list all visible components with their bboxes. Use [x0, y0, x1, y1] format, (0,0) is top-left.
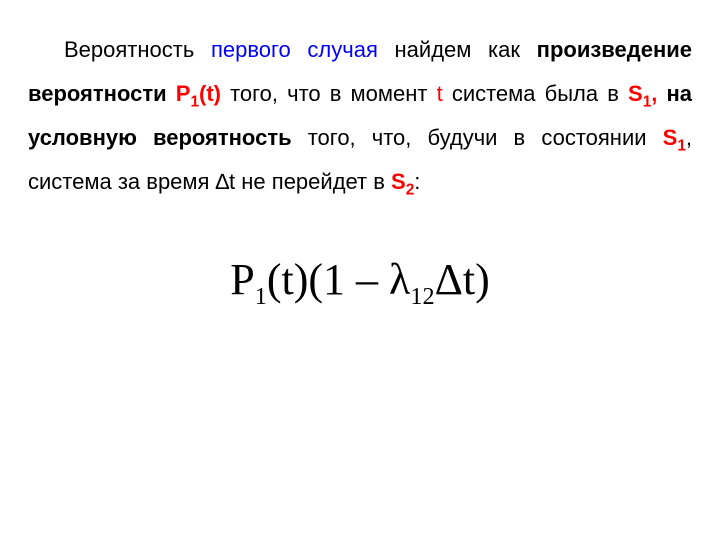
- text-seg: того, что, будучи в состоянии: [292, 125, 663, 150]
- subscript-1: 1: [190, 93, 199, 110]
- formula-paren-close: ): [294, 255, 309, 304]
- symbol-delta: ∆: [216, 169, 229, 194]
- text-seg: найдем как: [378, 37, 537, 62]
- symbol-S: S: [628, 81, 643, 106]
- symbol-delta-t: ∆t: [216, 169, 236, 194]
- text-seg: не перейдет в: [235, 169, 391, 194]
- subscript-1: 1: [677, 137, 686, 154]
- formula-container: P1(t)(1 – λ12Δt): [28, 254, 692, 305]
- formula-paren-open: (: [308, 255, 323, 304]
- text-first-case: первого случая: [211, 37, 378, 62]
- symbol-S: S: [391, 169, 406, 194]
- formula-paren-open: (: [267, 255, 282, 304]
- text-seg: того, что в момент: [221, 81, 437, 106]
- formula-t: t: [281, 255, 293, 304]
- formula-P-sub: 1: [255, 283, 267, 310]
- formula-lambda-sub: 12: [410, 283, 434, 310]
- body-paragraph: Вероятность первого случая найдем как пр…: [28, 28, 692, 204]
- symbol-S2: S2: [391, 169, 414, 194]
- formula-Delta: Δ: [435, 255, 463, 304]
- symbol-S1: S1: [628, 81, 651, 106]
- formula-paren-close: ): [475, 255, 490, 304]
- subscript-1: 1: [643, 93, 652, 110]
- symbol-S: S: [663, 125, 678, 150]
- formula: P1(t)(1 – λ12Δt): [230, 254, 490, 305]
- formula-t2: t: [463, 255, 475, 304]
- paren-close: ): [214, 81, 221, 106]
- symbol-P: P: [176, 81, 191, 106]
- text-seg: Вероятность: [64, 37, 211, 62]
- formula-lambda: λ: [389, 255, 410, 304]
- symbol-t: t: [206, 81, 213, 106]
- text-colon: :: [414, 169, 420, 194]
- text-seg: система была в: [443, 81, 628, 106]
- symbol-S1: S1: [663, 125, 686, 150]
- formula-one: 1: [323, 255, 345, 304]
- subscript-2: 2: [406, 181, 415, 198]
- text-comma-red: ,: [651, 81, 666, 106]
- formula-P: P: [230, 255, 254, 304]
- formula-minus: –: [345, 255, 389, 304]
- symbol-P1t: P1(t): [176, 81, 221, 106]
